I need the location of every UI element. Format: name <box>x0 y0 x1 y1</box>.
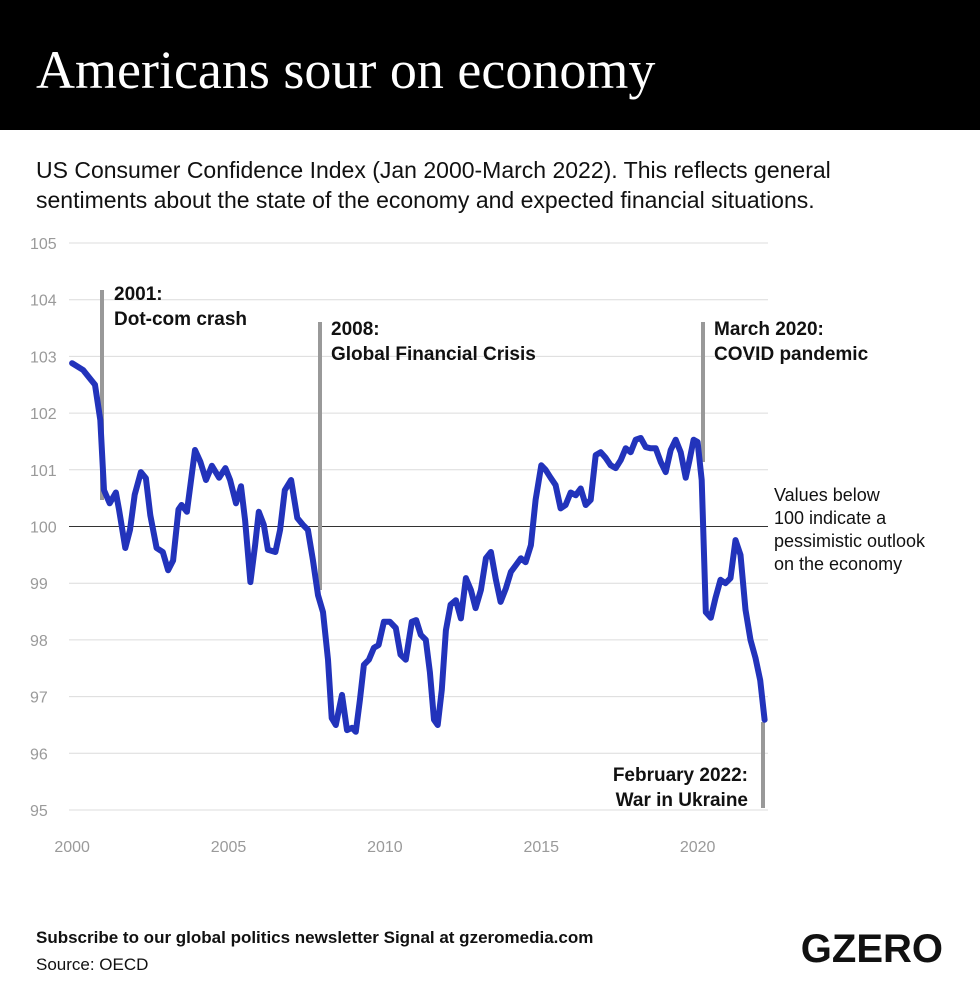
note-text: pessimistic outlook <box>774 531 926 551</box>
data-line <box>69 360 768 735</box>
source: Source: OECD <box>36 955 148 974</box>
y-tick-label: 97 <box>30 690 48 707</box>
header-band <box>0 0 980 130</box>
note-text: Values below <box>774 485 881 505</box>
note-text: 100 indicate a <box>774 508 887 528</box>
annotation-text: March 2020: <box>714 319 824 340</box>
y-tick-label: 98 <box>30 633 48 650</box>
subtitle: sentiments about the state of the econom… <box>36 187 815 213</box>
annotation-text: 2001: <box>114 284 163 305</box>
x-tick-label: 2020 <box>680 839 716 856</box>
y-tick-label: 102 <box>30 406 57 423</box>
note-text: on the economy <box>774 554 902 574</box>
subtitle: US Consumer Confidence Index (Jan 2000-M… <box>36 157 831 183</box>
y-tick-label: 96 <box>30 746 48 763</box>
y-tick-label: 99 <box>30 576 48 593</box>
annotation-text: COVID pandemic <box>714 344 869 365</box>
y-tick-label: 103 <box>30 349 57 366</box>
annotation-text: Global Financial Crisis <box>331 344 536 365</box>
y-tick-label: 105 <box>30 236 57 253</box>
logo: GZERO <box>801 927 943 971</box>
footer: Subscribe to our global politics newslet… <box>36 928 593 947</box>
x-tick-label: 2000 <box>54 839 90 856</box>
y-tick-label: 101 <box>30 463 57 480</box>
y-tick-label: 104 <box>30 293 57 310</box>
x-tick-label: 2015 <box>523 839 559 856</box>
y-tick-label: 95 <box>30 803 48 820</box>
annotation-text: February 2022: <box>613 765 748 786</box>
x-tick-label: 2010 <box>367 839 403 856</box>
chart-title: Americans sour on economy <box>36 40 655 100</box>
annotation-text: Dot-com crash <box>114 309 247 330</box>
y-tick-label: 100 <box>30 520 57 537</box>
annotation-text: 2008: <box>331 319 380 340</box>
x-tick-label: 2005 <box>211 839 247 856</box>
annotation-text: War in Ukraine <box>616 790 748 811</box>
